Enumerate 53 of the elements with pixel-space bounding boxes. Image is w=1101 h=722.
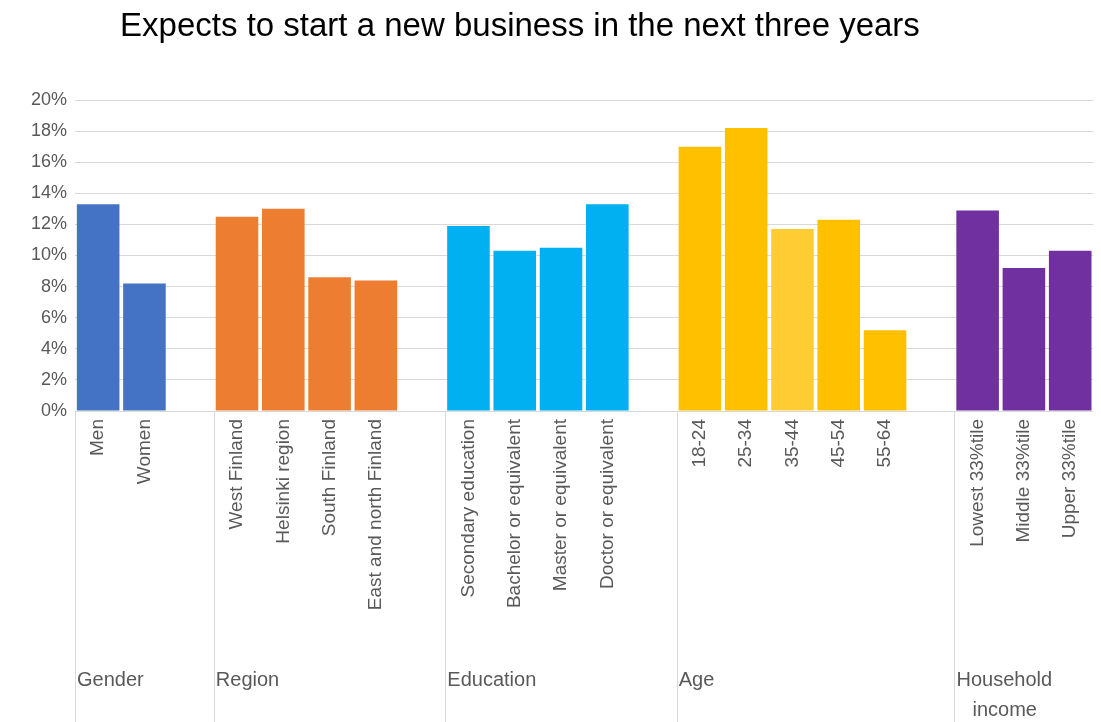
- bar: [354, 280, 398, 411]
- bar: [771, 229, 814, 411]
- bar: [447, 225, 490, 411]
- bar: [262, 208, 305, 411]
- y-tick-label: 6%: [40, 306, 67, 327]
- text: Age: [678, 667, 715, 690]
- text: Education: [447, 667, 537, 690]
- x-tick-label: South Finland: [317, 419, 339, 537]
- bar: [308, 277, 351, 411]
- x-tick-label: Secondary education: [456, 419, 478, 598]
- bar: [724, 127, 768, 411]
- x-tick-label: Doctor or equivalent: [595, 418, 617, 590]
- x-tick-label: Middle 33%tile: [1012, 419, 1034, 543]
- y-tick-label: 10%: [30, 244, 67, 265]
- x-tick-label: 35-44: [780, 418, 802, 468]
- x-tick-label: 18-24: [688, 418, 710, 468]
- x-tick-label: West Finland: [225, 419, 247, 530]
- y-tick-label: 20%: [30, 88, 67, 109]
- y-tick-label: 18%: [30, 120, 67, 141]
- bar: [76, 204, 120, 411]
- text: Gender: [77, 667, 145, 690]
- bar: [123, 283, 166, 411]
- bar: [493, 250, 537, 411]
- bar: [956, 210, 999, 411]
- x-tick-label: Upper 33%tile: [1058, 419, 1080, 539]
- bar: [817, 219, 861, 411]
- bar: [1048, 250, 1092, 411]
- y-tick-label: 4%: [40, 337, 67, 358]
- y-tick-label: 14%: [30, 182, 67, 203]
- y-tick-label: 0%: [40, 399, 67, 420]
- x-tick-label: Master or equivalent: [549, 418, 571, 592]
- y-tick-label: 16%: [30, 151, 67, 172]
- x-tick-label: Men: [86, 419, 108, 456]
- x-tick-label: 55-64: [873, 418, 895, 468]
- text: Region: [215, 667, 280, 690]
- x-tick-label: Women: [132, 419, 154, 485]
- y-tick-label: 2%: [40, 368, 67, 389]
- y-tick-label: 12%: [30, 213, 67, 234]
- bar: [586, 204, 629, 411]
- x-tick-label: East and north Finland: [364, 419, 386, 611]
- y-tick-label: 8%: [40, 275, 67, 296]
- text: Household income: [956, 667, 1053, 720]
- bar: [678, 146, 722, 411]
- x-tick-label: 45-54: [826, 418, 848, 468]
- chart-title: Expects to start a new business in the next three years: [119, 6, 921, 44]
- x-tick-label: 25-34: [734, 418, 756, 468]
- bar: [539, 247, 583, 411]
- x-tick-label: Helsinki region: [271, 419, 293, 544]
- bar: [215, 216, 259, 411]
- x-tick-label: Lowest 33%tile: [965, 419, 987, 547]
- bar: [1002, 267, 1046, 411]
- bar: [863, 330, 907, 411]
- x-tick-label: Bachelor or equivalent: [502, 418, 524, 609]
